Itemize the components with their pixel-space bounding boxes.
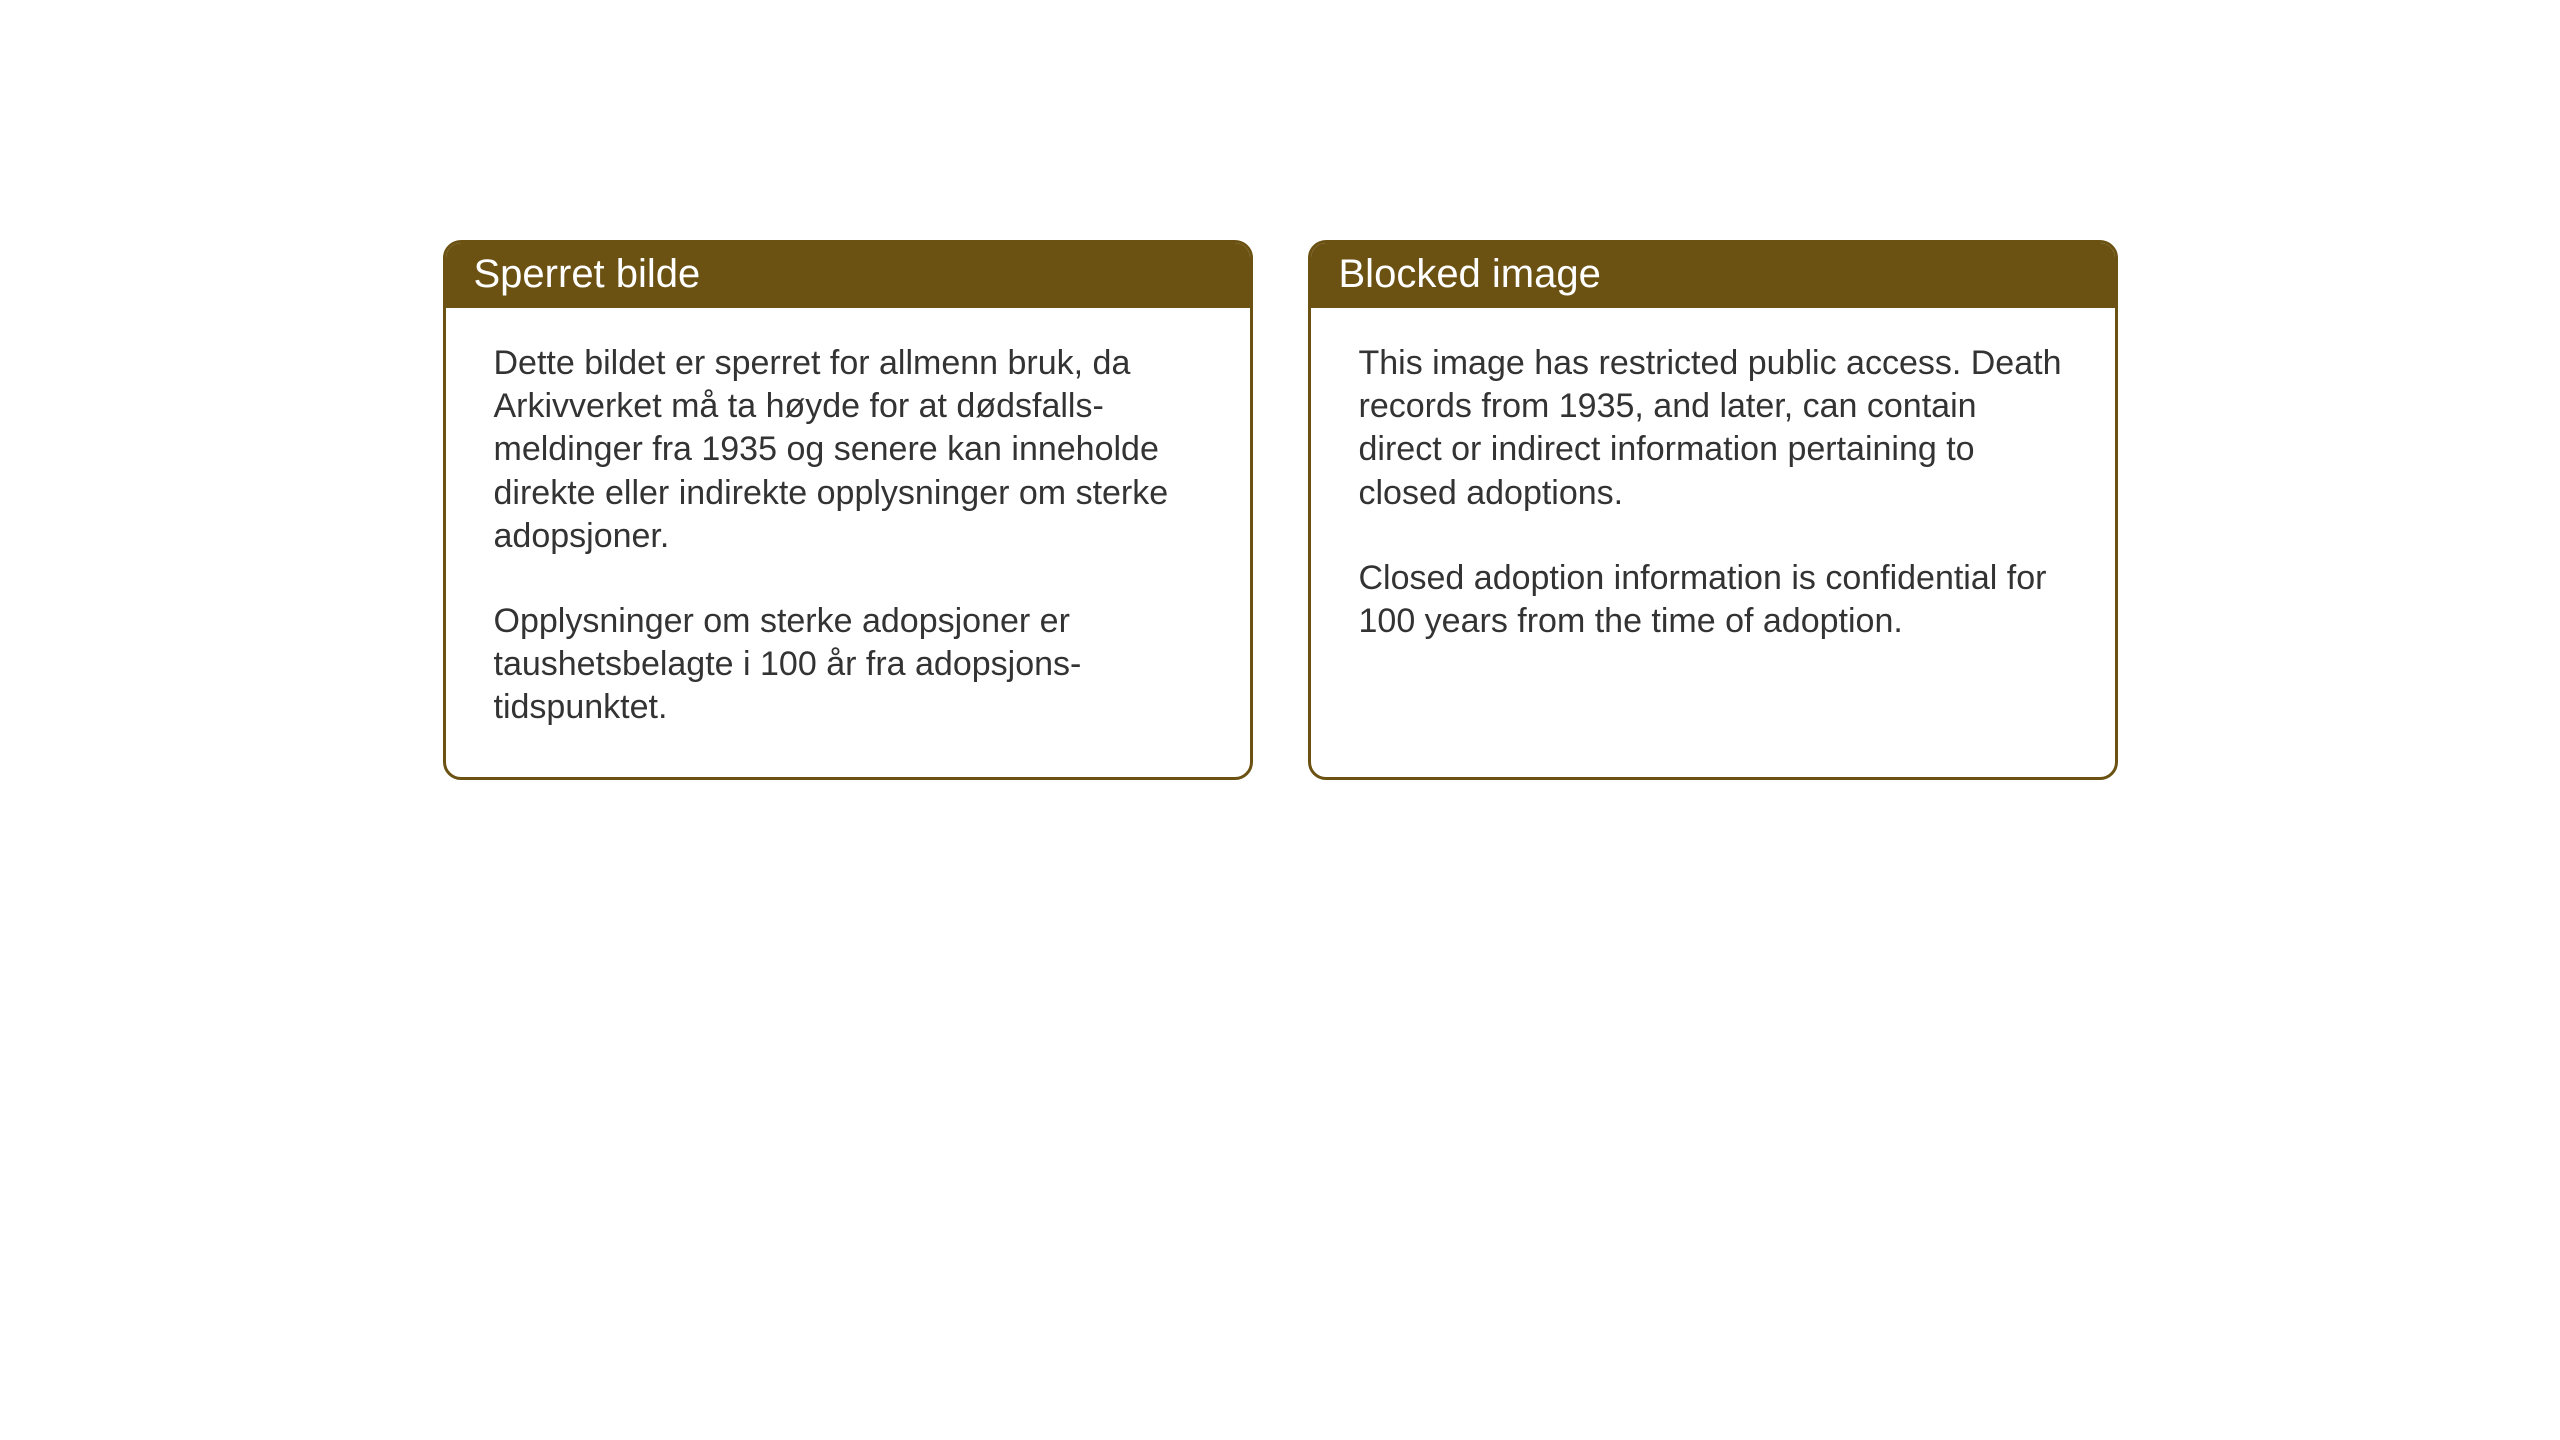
notice-header-norwegian: Sperret bilde <box>446 243 1250 308</box>
notice-paragraph-1-norwegian: Dette bildet er sperret for allmenn bruk… <box>494 342 1202 558</box>
notice-container: Sperret bilde Dette bildet er sperret fo… <box>443 240 2118 780</box>
notice-body-english: This image has restricted public access.… <box>1311 308 2115 691</box>
notice-paragraph-2-norwegian: Opplysninger om sterke adopsjoner er tau… <box>494 600 1202 730</box>
notice-paragraph-2-english: Closed adoption information is confident… <box>1359 557 2067 643</box>
notice-header-english: Blocked image <box>1311 243 2115 308</box>
notice-box-english: Blocked image This image has restricted … <box>1308 240 2118 780</box>
notice-paragraph-1-english: This image has restricted public access.… <box>1359 342 2067 515</box>
notice-body-norwegian: Dette bildet er sperret for allmenn bruk… <box>446 308 1250 777</box>
notice-box-norwegian: Sperret bilde Dette bildet er sperret fo… <box>443 240 1253 780</box>
